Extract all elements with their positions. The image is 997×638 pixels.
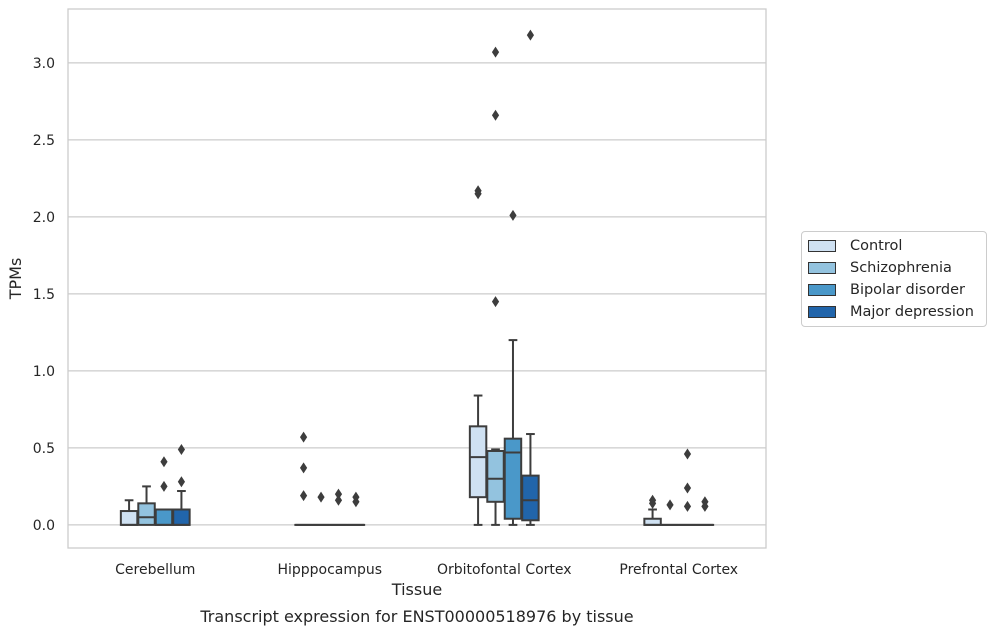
chart-caption: Transcript expression for ENST0000051897… bbox=[199, 607, 633, 626]
legend-item-control: Control bbox=[808, 235, 902, 257]
y-tick-label: 3.0 bbox=[33, 56, 55, 72]
y-tick-label: 2.5 bbox=[33, 133, 55, 149]
x-tick-label: Prefrontal Cortex bbox=[619, 562, 738, 578]
box-schizophrenia-hipppocampus bbox=[313, 492, 329, 525]
outlier-point bbox=[684, 449, 691, 460]
boxes bbox=[121, 30, 713, 525]
legend-item-bipolar-disorder: Bipolar disorder bbox=[808, 279, 965, 301]
outlier-point bbox=[684, 482, 691, 493]
outlier-point bbox=[300, 490, 307, 501]
outlier-point bbox=[300, 462, 307, 473]
outlier-point bbox=[492, 110, 499, 121]
box-major-depression-orbitofontal-cortex bbox=[522, 30, 538, 525]
box-schizophrenia-cerebellum bbox=[138, 486, 154, 525]
box-iqr bbox=[121, 511, 137, 525]
box-iqr bbox=[470, 426, 486, 497]
y-tick-labels: 0.0 0.5 1.0 1.5 2.0 2.5 3.0 bbox=[33, 56, 55, 534]
y-tick-label: 0.0 bbox=[33, 518, 55, 534]
outlier-point bbox=[178, 444, 185, 455]
outlier-point bbox=[684, 501, 691, 512]
x-axis-title: Tissue bbox=[391, 580, 442, 599]
y-axis-title: TPMs bbox=[6, 258, 25, 301]
x-tick-label: Hipppocampus bbox=[277, 562, 382, 578]
y-tick-label: 1.0 bbox=[33, 364, 55, 380]
x-tick-label: Cerebellum bbox=[115, 562, 195, 578]
legend-label-bipolar-disorder: Bipolar disorder bbox=[850, 282, 965, 298]
box-control-orbitofontal-cortex bbox=[470, 185, 486, 525]
outlier-point bbox=[160, 456, 167, 467]
legend-swatch-control bbox=[808, 240, 836, 252]
outlier-point bbox=[178, 476, 185, 487]
outlier-point bbox=[317, 492, 324, 503]
gridlines bbox=[68, 63, 766, 525]
legend-item-major-depression: Major depression bbox=[808, 301, 974, 323]
legend-swatch-bipolar-disorder bbox=[808, 284, 836, 296]
legend-swatch-major-depression bbox=[808, 306, 836, 318]
box-iqr bbox=[138, 503, 154, 525]
plot-area-frame bbox=[68, 9, 766, 548]
legend: Control Schizophrenia Bipolar disorder M… bbox=[801, 231, 987, 327]
legend-swatch-schizophrenia bbox=[808, 262, 836, 274]
x-tick-label: Orbitofontal Cortex bbox=[437, 562, 572, 578]
box-control-hipppocampus bbox=[295, 432, 311, 525]
outlier-point bbox=[527, 30, 534, 41]
y-tick-label: 0.5 bbox=[33, 441, 55, 457]
legend-label-schizophrenia: Schizophrenia bbox=[850, 260, 952, 276]
legend-label-major-depression: Major depression bbox=[850, 304, 974, 320]
legend-item-schizophrenia: Schizophrenia bbox=[808, 257, 952, 279]
box-schizophrenia-prefrontal-cortex bbox=[662, 499, 678, 525]
box-iqr bbox=[173, 510, 189, 525]
outlier-point bbox=[300, 432, 307, 443]
outlier-point bbox=[492, 296, 499, 307]
box-bipolar-disorder-cerebellum bbox=[156, 456, 172, 525]
y-tick-label: 1.5 bbox=[33, 287, 55, 303]
outlier-point bbox=[666, 499, 673, 510]
box-iqr bbox=[522, 476, 538, 521]
box-bipolar-disorder-prefrontal-cortex bbox=[679, 449, 695, 525]
box-major-depression-hipppocampus bbox=[348, 492, 364, 525]
outlier-point bbox=[335, 495, 342, 506]
box-major-depression-cerebellum bbox=[173, 444, 189, 525]
x-tick-labels: Cerebellum Hipppocampus Orbitofontal Corte… bbox=[115, 562, 738, 578]
outlier-point bbox=[509, 210, 516, 221]
outlier-point bbox=[492, 47, 499, 58]
y-tick-label: 2.0 bbox=[33, 210, 55, 226]
box-iqr bbox=[156, 510, 172, 525]
box-schizophrenia-orbitofontal-cortex bbox=[487, 47, 503, 525]
box-iqr bbox=[505, 439, 521, 519]
box-iqr bbox=[487, 451, 503, 502]
box-major-depression-prefrontal-cortex bbox=[697, 496, 713, 525]
legend-label-control: Control bbox=[850, 238, 902, 254]
box-control-prefrontal-cortex bbox=[644, 495, 660, 525]
outlier-point bbox=[160, 481, 167, 492]
box-bipolar-disorder-orbitofontal-cortex bbox=[505, 210, 521, 525]
box-bipolar-disorder-hipppocampus bbox=[330, 489, 346, 525]
box-control-cerebellum bbox=[121, 500, 137, 525]
